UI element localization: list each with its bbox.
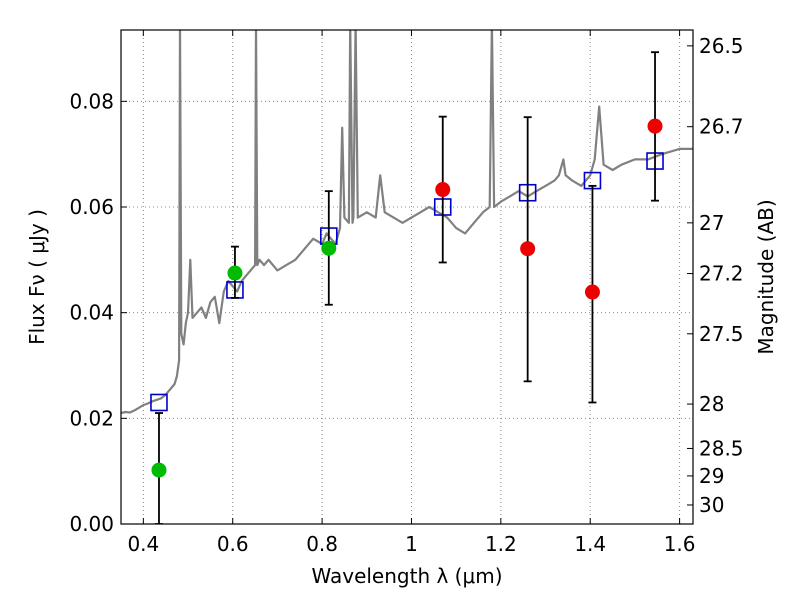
right-tick-label: 26.7 xyxy=(699,115,744,139)
x-tick-label: 0.8 xyxy=(306,532,338,556)
data-point xyxy=(647,118,663,134)
right-tick-label: 26.5 xyxy=(699,34,744,58)
y-tick-label: 0.06 xyxy=(69,195,114,219)
x-tick-label: 1.2 xyxy=(485,532,517,556)
right-tick-label: 27.5 xyxy=(699,322,744,346)
right-tick-label: 29 xyxy=(699,464,724,488)
y-axis-left: 0.00 0.02 0.04 0.06 0.08 xyxy=(69,89,127,536)
data-point xyxy=(151,462,167,478)
right-tick-label: 27.2 xyxy=(699,262,744,286)
x-axis: 0.4 0.6 0.8 1 1.2 1.4 1.6 xyxy=(127,30,696,556)
y-tick-label: 0.04 xyxy=(69,301,114,325)
right-tick-label: 28 xyxy=(699,392,724,416)
x-tick-label: 0.6 xyxy=(217,532,249,556)
y-tick-label: 0.08 xyxy=(69,89,114,113)
data-point xyxy=(321,240,337,256)
data-point xyxy=(520,241,536,257)
data-point xyxy=(584,284,600,300)
model-box-marker xyxy=(150,393,168,412)
right-tick-label: 30 xyxy=(699,493,724,517)
y-axis-right: 26.5 26.7 27 27.2 27.5 28 28.5 29 30 xyxy=(687,34,744,517)
right-tick-label: 28.5 xyxy=(699,436,744,460)
x-axis-label: Wavelength λ (μm) xyxy=(311,564,502,588)
x-tick-label: 1 xyxy=(405,532,418,556)
x-tick-label: 1.6 xyxy=(664,532,696,556)
y-axis-label: Flux Fν ( μJy ) xyxy=(25,209,49,345)
y-tick-label: 0.00 xyxy=(69,512,114,536)
grid xyxy=(121,30,693,525)
x-tick-label: 0.4 xyxy=(127,532,159,556)
y-axis-right-label: Magnitude (AB) xyxy=(754,199,778,354)
data-point xyxy=(435,182,451,198)
plot-area xyxy=(121,30,693,524)
spectrum-line xyxy=(121,30,693,415)
x-tick-label: 1.4 xyxy=(574,532,606,556)
y-tick-label: 0.02 xyxy=(69,406,114,430)
data-point xyxy=(227,265,243,281)
right-tick-label: 27 xyxy=(699,211,724,235)
axes-frame xyxy=(120,29,694,525)
